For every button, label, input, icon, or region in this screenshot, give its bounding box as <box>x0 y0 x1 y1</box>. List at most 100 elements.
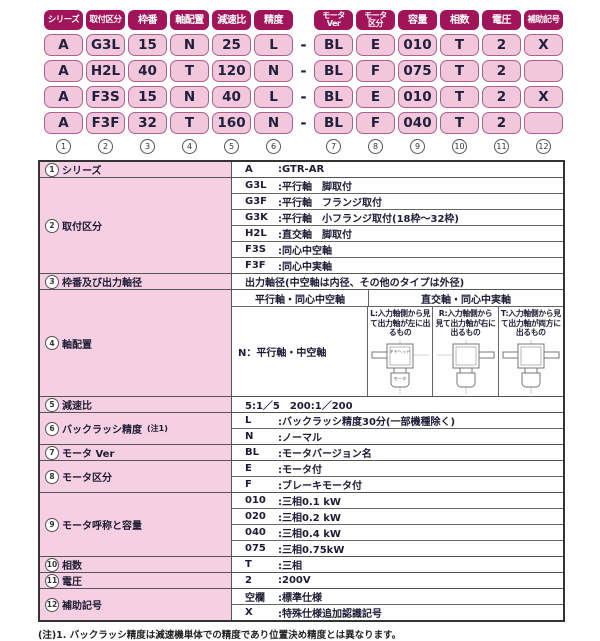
spec-entry: X:特殊仕様追加認識記号 <box>232 604 563 620</box>
spec-entry-code: X <box>245 607 253 619</box>
spec-entry-desc: :三相0.4 kW <box>278 529 341 541</box>
code-header-label: 枠番 <box>138 14 158 26</box>
spec-entry: G3F:平行軸 フランジ取付 <box>232 193 563 209</box>
diagram-body-label: ギヤヘッド <box>390 349 411 354</box>
spec-entry-code: G3K <box>245 212 268 223</box>
circled-number: 7 <box>326 139 341 154</box>
spec-entry: 040:三相0.4 kW <box>232 524 563 540</box>
circled-number: 5 <box>45 397 59 412</box>
code-col-number: 11 <box>482 139 521 154</box>
spec-entry: H2L:直交軸 脚取付 <box>232 225 563 241</box>
code-header-label: 補助記号 <box>527 14 560 25</box>
code-value-cell: N <box>170 86 209 108</box>
spec-row-label: 2 取付区分 <box>40 178 232 273</box>
spec-row-12: 12 補助記号 空欄 :標準仕様 X:特殊仕様追加認識記号 <box>40 588 563 621</box>
spec-label-text: 軸配置 <box>62 339 92 351</box>
spec-row-label: 12 補助記号 <box>40 589 232 621</box>
spec-entry-desc: :GTR-AR <box>278 163 325 175</box>
code-value-cell: T <box>440 34 479 56</box>
shaft-n-cell: N：平行軸・中空軸 <box>232 307 368 397</box>
code-col-number: 5 <box>212 139 251 154</box>
code-header-label: 相数 <box>450 14 470 26</box>
shaft-subtable-header: 平行軸・同心中空軸 直交軸・同心中実軸 <box>232 290 563 307</box>
code-value-cell: A <box>44 112 83 134</box>
code-col-number: 4 <box>170 139 209 154</box>
code-value-cell: L <box>254 34 293 56</box>
circled-number: 8 <box>368 139 383 154</box>
code-value-cell: 40 <box>128 60 167 82</box>
spec-label-text: 減速比 <box>62 401 92 413</box>
spec-entry-desc: :三相0.75kW <box>278 545 345 557</box>
spec-entry-code: 075 <box>245 543 266 555</box>
code-hyphen: - <box>300 62 307 80</box>
spec-entry: BL:モータバージョン名 <box>232 445 563 460</box>
spec-entry: 075 :三相0.75kW <box>232 540 563 556</box>
code-value-cell: T <box>440 86 479 108</box>
spec-entry: G3L:平行軸 脚取付 <box>232 178 563 193</box>
spec-entry-desc: :三相0.1 kW <box>278 497 341 509</box>
code-header-badge: 電圧 <box>482 10 521 30</box>
spec-row-4: 4 軸配置 平行軸・同心中空軸 直交軸・同心中実軸 N：平行軸・中空軸 L:入力軸側から見… <box>40 289 563 397</box>
spec-row-3: 3 枠番及び出力軸径 出力軸径(中空軸は内径、その他のタイプは外径) <box>40 273 563 289</box>
circled-number: 10 <box>45 557 59 572</box>
spec-row-label: 9 モータ呼称と容量 <box>40 493 232 557</box>
spec-entry-desc: :標準仕様 <box>278 593 322 605</box>
spec-row-10: 10 相数 T:三相 <box>40 556 563 573</box>
spec-entry-desc: :ブレーキモータ付 <box>278 481 362 493</box>
model-code-table: シリーズ 取付区分 枠番 軸配置 減速比 精度 モータ Ver モータ 区分 容量 相数 電圧 補助記号 A… <box>44 10 600 154</box>
circled-number: 12 <box>536 139 551 154</box>
spec-entry-code: 空欄 <box>245 593 265 605</box>
spec-entry-desc: :三相 <box>278 561 302 573</box>
spec-row-8: 8 モータ区分 E:モータ付 F:ブレーキモータ付 <box>40 460 563 493</box>
code-header-label: 電圧 <box>492 14 512 26</box>
code-header-label: 取付区分 <box>89 14 122 25</box>
code-value-cell: 120 <box>212 60 251 82</box>
circled-number: 11 <box>494 139 509 154</box>
code-header-badge: 軸配置 <box>170 10 209 30</box>
circled-number: 6 <box>45 421 59 436</box>
spec-entry-desc: :直交軸 脚取付 <box>278 230 352 241</box>
gearbox-diagram-right <box>436 340 495 395</box>
circled-number: 4 <box>182 139 197 154</box>
spec-label-note: (注1) <box>147 424 168 434</box>
code-value-cell: T <box>440 60 479 82</box>
spec-entry-desc: :平行軸 小フランジ取付(18枠〜32枠) <box>278 214 459 225</box>
code-value-cell: L <box>254 86 293 108</box>
code-value-cell: A <box>44 86 83 108</box>
spec-row-label: 11 電圧 <box>40 573 232 589</box>
spec-row-label: 1 シリーズ <box>40 162 232 177</box>
spec-entry-desc: :ノーマル <box>278 433 322 445</box>
spec-entry-code: F3S <box>245 244 266 255</box>
code-value-cell: 2 <box>482 86 521 108</box>
code-header-label-line2: Ver <box>326 19 341 28</box>
code-value-cell: F <box>356 60 395 82</box>
code-header-label-line2: 区分 <box>368 19 384 28</box>
spec-row-entries: BL:モータバージョン名 <box>232 445 563 460</box>
spec-entry-desc: :同心中空軸 <box>278 246 332 257</box>
code-col-number: 8 <box>356 139 395 154</box>
code-value-cell: BL <box>314 86 353 108</box>
spec-label-text: シリーズ <box>62 166 102 177</box>
code-value-cell <box>524 112 563 134</box>
spec-row-entries: 010:三相0.1 kW 020:三相0.2 kW 040:三相0.4 kW 075:… <box>232 493 563 556</box>
code-value-cell: X <box>524 34 563 56</box>
code-header-label: 精度 <box>264 14 284 26</box>
circled-number: 6 <box>266 139 281 154</box>
code-header-badge: 枠番 <box>128 10 167 30</box>
spec-entry: E:モータ付 <box>232 461 563 476</box>
spec-entry: 空欄 :標準仕様 <box>232 589 563 604</box>
code-value-cell: A <box>44 34 83 56</box>
code-header-label: シリーズ <box>47 14 80 25</box>
spec-label-text: モータ呼称と容量 <box>62 521 142 533</box>
code-col-number: 6 <box>254 139 293 154</box>
code-value-cell: 040 <box>398 112 437 134</box>
code-value-cell: 160 <box>212 112 251 134</box>
spec-entry: 2:200V <box>232 573 563 588</box>
spec-entry-text: 出力軸径(中空軸は内径、その他のタイプは外径) <box>245 278 465 289</box>
shaft-diagram-caption: R:入力軸側から見て出力軸が右に出るもの <box>435 309 496 338</box>
gearbox-diagram-both <box>501 340 560 395</box>
code-col-number: 9 <box>398 139 437 154</box>
code-hyphen: - <box>300 36 307 54</box>
spec-entry-desc: :同心中実軸 <box>278 262 332 273</box>
code-header-badge: 容量 <box>398 10 437 30</box>
